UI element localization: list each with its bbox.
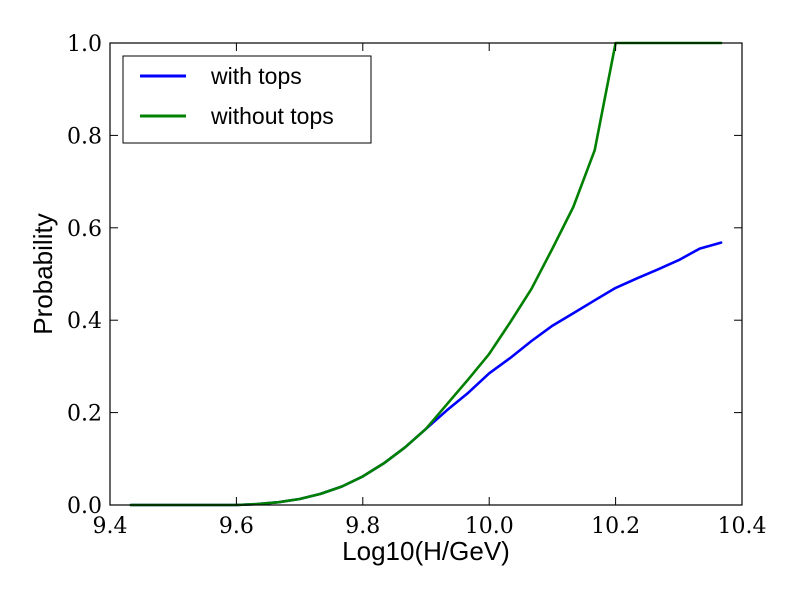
y-tick-label: 0.8: [67, 124, 102, 149]
legend-box: [122, 55, 372, 144]
x-tick-label: 9.8: [345, 514, 380, 539]
x-tick-label: 9.6: [219, 514, 254, 539]
x-tick-label: 10.4: [718, 514, 767, 539]
x-tick-label: 10.2: [591, 514, 640, 539]
x-tick-label: 10.0: [465, 514, 514, 539]
plot-frame: [109, 42, 743, 506]
legend-label-with-tops: with tops: [210, 63, 302, 89]
y-tick-label: 0.2: [67, 402, 102, 427]
legend-label-without-tops: without tops: [210, 103, 334, 129]
y-tick-label: 0.0: [67, 494, 102, 519]
y-tick-label: 1.0: [67, 32, 102, 57]
y-axis-label: Probability: [28, 213, 58, 334]
y-tick-label: 0.4: [67, 309, 102, 334]
ticks-layer: 9.4 9.6 9.8 10.0 10.2 10.4 0.0 0.2 0.4 0.6 0.8 1.0: [67, 32, 766, 539]
x-tick-label: 9.4: [93, 514, 128, 539]
y-tick-label: 0.6: [67, 217, 102, 242]
legend: with tops without tops: [122, 55, 372, 144]
x-axis-label: Log10(H/GeV): [342, 536, 510, 566]
